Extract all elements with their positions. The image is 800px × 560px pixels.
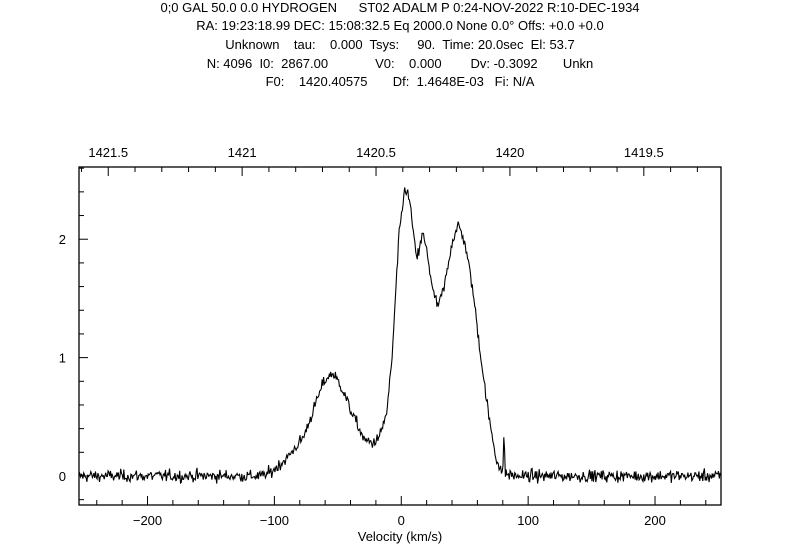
top-tick-label: 1419.5 (624, 145, 664, 160)
y-tick-label: 1 (59, 351, 66, 366)
header-line-channels: N: 4096 I0: 2867.00 V0: 0.000 Dv: -0.309… (206, 56, 594, 71)
header-line-frequency: F0: 1420.40575 Df: 1.4648E-03 Fi: N/A (265, 74, 535, 89)
header-line-source: 0;0 GAL 50.0 0.0 HYDROGEN ST02 ADALM P 0… (160, 0, 640, 15)
top-tick-label: 1420 (495, 145, 524, 160)
x-tick-label: 200 (644, 513, 666, 528)
top-tick-label: 1421 (228, 145, 257, 160)
plot-frame (78, 166, 722, 506)
header-line-system: Unknown tau: 0.000 Tsys: 90. Time: 20.0s… (225, 37, 575, 52)
top-tick-label: 1420.5 (356, 145, 396, 160)
spectrum-line (78, 187, 722, 485)
x-axis-label: Velocity (km/s) (358, 529, 443, 544)
x-tick-label: 100 (517, 513, 539, 528)
x-tick-label: −200 (133, 513, 162, 528)
x-tick-label: −100 (260, 513, 289, 528)
header-line-coordinates: RA: 19:23:18.99 DEC: 15:08:32.5 Eq 2000.… (196, 18, 604, 33)
y-tick-label: 0 (59, 469, 66, 484)
x-tick-label: 0 (398, 513, 405, 528)
top-tick-label: 1421.5 (88, 145, 128, 160)
y-tick-label: 2 (59, 232, 66, 247)
